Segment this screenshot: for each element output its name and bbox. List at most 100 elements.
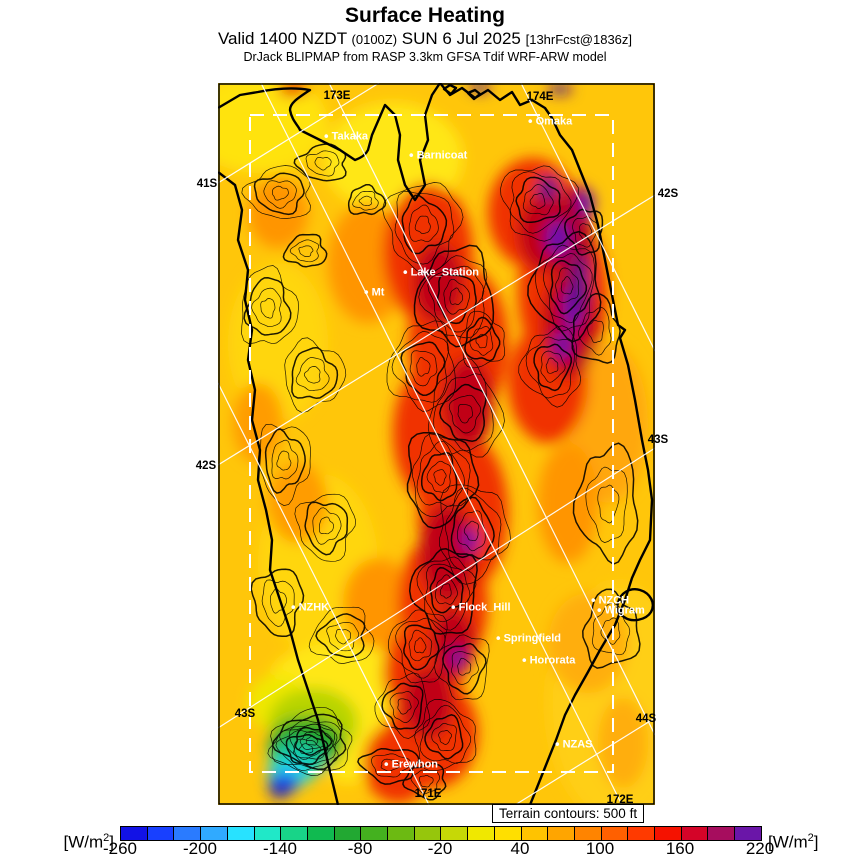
contour-line xyxy=(414,215,431,235)
colorbar-segment xyxy=(200,827,227,840)
contour-line xyxy=(522,184,554,216)
colorbar-segment xyxy=(413,827,441,840)
contour-line xyxy=(352,191,379,211)
contour-line xyxy=(457,657,472,676)
contour-line xyxy=(319,516,334,535)
contour-line xyxy=(534,244,595,332)
colorbar-segment xyxy=(573,827,601,840)
contour-line xyxy=(284,337,347,413)
contour-line xyxy=(253,172,305,216)
contour-line xyxy=(585,466,628,543)
colorbar-tick: -140 xyxy=(262,839,298,858)
contour-line xyxy=(270,588,287,614)
contour-line xyxy=(408,629,433,662)
contour-line xyxy=(543,253,593,324)
colorbar-segment xyxy=(680,827,708,840)
colorbar-tick: 160 xyxy=(665,839,695,858)
contour-line xyxy=(335,628,351,645)
contour-line xyxy=(400,341,446,396)
contour-line xyxy=(289,239,320,263)
colorbar-segment xyxy=(600,827,628,840)
colorbar-tick: -260 xyxy=(102,839,138,858)
page-title: Surface Heating xyxy=(345,4,505,27)
contour-line xyxy=(600,617,621,645)
contour-line xyxy=(438,730,452,745)
contour-line xyxy=(314,156,332,171)
contour-line xyxy=(391,331,450,403)
contour-line xyxy=(397,698,412,715)
contour-line xyxy=(424,714,464,760)
contour-line xyxy=(276,450,292,471)
contour-line xyxy=(587,319,604,344)
colorbar-segment xyxy=(333,827,361,840)
contour-line xyxy=(241,165,311,219)
contour-line xyxy=(263,180,297,209)
contour-line xyxy=(545,357,559,374)
contour-line xyxy=(411,433,471,517)
contour-line xyxy=(413,244,495,348)
model-line: DrJack BLIPMAP from RASP 3.3km GFSA Tdif… xyxy=(243,50,607,64)
contour-line xyxy=(271,713,347,771)
contour-line xyxy=(509,171,572,234)
contour-line xyxy=(459,310,506,369)
contour-line xyxy=(439,383,487,442)
contour-line xyxy=(457,403,473,424)
contour-line xyxy=(289,723,338,760)
contour-line xyxy=(578,306,612,356)
contour-line xyxy=(295,357,330,392)
contour-line xyxy=(409,350,438,387)
contour-line xyxy=(414,637,427,654)
contour-line xyxy=(426,460,452,493)
contour-line xyxy=(419,775,434,788)
contour-line xyxy=(386,320,456,412)
contour-line xyxy=(347,183,387,216)
contour-line xyxy=(272,185,289,201)
colorbar-segment xyxy=(253,827,281,840)
contour-line xyxy=(387,609,448,684)
domain-boundary-box xyxy=(249,114,614,773)
contour-line xyxy=(394,191,455,265)
contour-line xyxy=(525,336,575,399)
contour-line xyxy=(293,143,347,182)
contour-line xyxy=(572,216,599,248)
contour-line xyxy=(358,195,373,207)
colorbar-segment xyxy=(226,827,254,840)
contour-line xyxy=(427,265,485,333)
contour-line xyxy=(298,245,314,257)
contour-line xyxy=(382,182,464,274)
contour-line xyxy=(540,350,566,383)
contour-line xyxy=(395,617,446,679)
contour-line xyxy=(533,343,572,392)
contour-line xyxy=(442,642,487,695)
contour-line xyxy=(303,366,321,384)
contour-line xyxy=(439,484,511,585)
contour-line xyxy=(402,762,447,801)
colorbar-segment xyxy=(547,827,574,840)
contour-line xyxy=(518,325,582,408)
contour-line xyxy=(529,192,546,209)
colorbar-tick: -200 xyxy=(182,839,218,858)
colorbar-segment xyxy=(146,827,174,840)
terrain-contours xyxy=(241,143,641,801)
contour-line xyxy=(436,273,477,325)
contour-line xyxy=(414,699,477,772)
contour-line xyxy=(410,769,440,794)
contour-line xyxy=(457,510,486,552)
valid-date: SUN 6 Jul 2025 xyxy=(401,29,521,48)
graticule-label: 42S xyxy=(195,460,217,472)
header: Surface Heating Valid 1400 NZDT (0100Z) … xyxy=(0,4,850,65)
contour-line xyxy=(425,563,471,623)
contour-line xyxy=(429,566,464,614)
colorbar-segment xyxy=(654,827,681,840)
contour-line xyxy=(555,267,579,303)
contour-line xyxy=(515,176,561,224)
contour-line xyxy=(285,734,329,765)
contour-line xyxy=(298,743,314,755)
colorbar-segment xyxy=(306,827,334,840)
colorbar-segment xyxy=(387,827,414,840)
colorbar-segment xyxy=(360,827,388,840)
colorbar-tick: -80 xyxy=(347,839,373,858)
contour-line xyxy=(260,298,276,319)
colorbar-unit-left: [W/m2] xyxy=(63,832,114,852)
forecast-tag: [13hrFcst@1836z] xyxy=(525,32,633,47)
